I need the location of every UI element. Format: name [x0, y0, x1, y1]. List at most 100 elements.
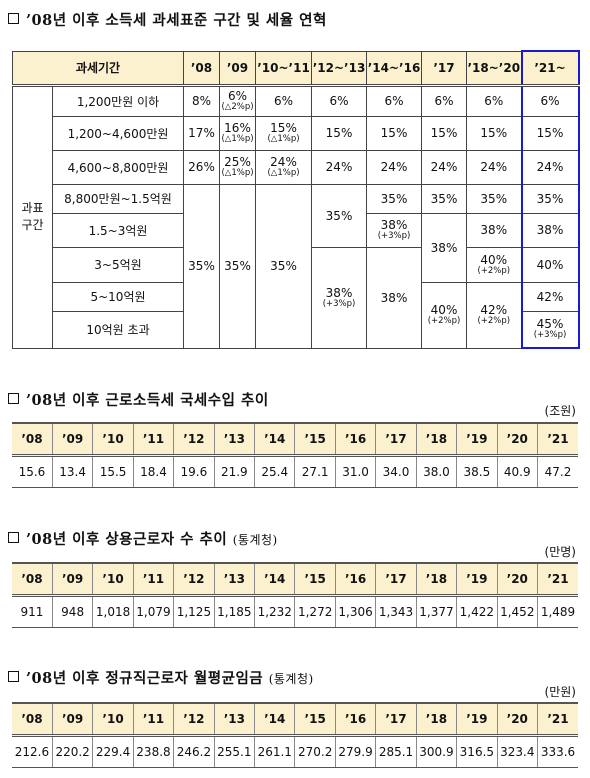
value-cell: 261.1 [254, 734, 296, 768]
value-cell: 220.2 [51, 734, 94, 768]
rate-cell: 35% [311, 183, 368, 248]
value-cell: 1,377 [415, 594, 458, 628]
year-header: ’19 [456, 562, 498, 596]
year-header: ’08 [12, 422, 53, 456]
value-cell: 34.0 [375, 454, 417, 488]
value-cell: 285.1 [375, 734, 417, 768]
year-header: ’10 [92, 562, 134, 596]
value-cell: 948 [51, 594, 94, 628]
header-year: ’09 [219, 50, 257, 86]
year-header: ’21 [536, 562, 578, 596]
rate-cell: 6% [311, 83, 368, 117]
value-cell: 229.4 [92, 734, 134, 768]
rate-cell: 15% [366, 115, 423, 151]
square-bullet-icon [8, 13, 19, 24]
year-header: ’18 [415, 422, 458, 456]
year-header: ’14 [254, 422, 296, 456]
year-header: ’12 [173, 422, 215, 456]
rate-cell: 26% [183, 149, 221, 185]
value-cell: 19.6 [173, 454, 215, 488]
value-cell: 1,272 [294, 594, 336, 628]
section3-title: ’08년 이후 상용근로자 수 추이 (통계청) [8, 528, 278, 549]
value-cell: 911 [12, 594, 53, 628]
year-header: ’21 [536, 702, 578, 736]
value-cell: 279.9 [334, 734, 377, 768]
rate-cell: 15% [466, 115, 523, 151]
rate-cell: 16% (△1%p) [219, 115, 257, 151]
header-year: ’14~’16 [366, 50, 423, 86]
value-cell: 40.9 [496, 454, 538, 488]
rate-cell: 6% [255, 83, 313, 117]
year-header: ’19 [456, 422, 498, 456]
monthly-wage-table: ’08’09’10’11’12’13’14’15’16’17’18’19’20’… [12, 702, 578, 768]
rate-cell: 15% [311, 115, 368, 151]
rate-cell: 8% [183, 83, 221, 117]
header-year: ’18~’20 [466, 50, 523, 86]
regular-workers-table: ’08’09’10’11’12’13’14’15’16’17’18’19’20’… [12, 562, 578, 628]
year-header: ’13 [213, 422, 256, 456]
value-cell: 25.4 [254, 454, 296, 488]
value-cell: 1,125 [173, 594, 215, 628]
rate-cell: 42% [520, 281, 580, 312]
rate-cell: 6% [421, 83, 468, 117]
unit-label: (조원) [544, 404, 576, 418]
value-cell: 316.5 [456, 734, 498, 768]
year-header: ’20 [496, 422, 538, 456]
rate-cell: 35% [255, 183, 313, 349]
unit-label: (만명) [544, 545, 576, 559]
value-cell: 15.6 [12, 454, 53, 488]
rate-cell: 24% [366, 149, 423, 185]
bracket-label: 10억원 초과 [51, 310, 185, 349]
rate-cell: 17% [183, 115, 221, 151]
value-cell: 1,018 [92, 594, 134, 628]
rate-cell: 15% (△1%p) [255, 115, 313, 151]
value-cell: 13.4 [51, 454, 94, 488]
value-cell: 333.6 [536, 734, 578, 768]
year-header: ’09 [51, 562, 94, 596]
rate-cell: 24% [311, 149, 368, 185]
bracket-label: 8,800만원~1.5억원 [51, 183, 185, 214]
header-year: ’17 [421, 50, 468, 86]
year-header: ’14 [254, 562, 296, 596]
square-bullet-icon [8, 671, 19, 682]
rate-cell: 45% (+3%p) [520, 310, 580, 349]
rate-cell: 38% (+3%p) [366, 212, 423, 248]
rate-cell: 24% (△1%p) [255, 149, 313, 185]
header-year: ’12~’13 [311, 50, 368, 86]
rate-cell: 35% [219, 183, 257, 349]
value-cell: 1,185 [213, 594, 256, 628]
header-year-current: ’21~ [520, 50, 580, 86]
rate-cell: 6% [466, 83, 523, 117]
year-header: ’20 [496, 702, 538, 736]
year-header: ’11 [132, 702, 175, 736]
rate-cell: 6% [520, 83, 580, 117]
value-cell: 1,306 [334, 594, 377, 628]
bracket-label: 5~10억원 [51, 281, 185, 312]
value-cell: 47.2 [536, 454, 578, 488]
year-header: ’13 [213, 562, 256, 596]
year-header: ’21 [536, 422, 578, 456]
year-header: ’09 [51, 422, 94, 456]
rate-cell: 38% [421, 212, 468, 283]
value-cell: 1,489 [536, 594, 578, 628]
value-cell: 27.1 [294, 454, 336, 488]
rate-cell: 24% [466, 149, 523, 185]
year-header: ’13 [213, 702, 256, 736]
value-cell: 270.2 [294, 734, 336, 768]
rate-cell: 24% [520, 149, 580, 185]
rate-cell: 38% [520, 212, 580, 248]
year-header: ’16 [334, 702, 377, 736]
year-header: ’08 [12, 562, 53, 596]
rate-cell: 38% [466, 212, 523, 248]
value-cell: 1,079 [132, 594, 175, 628]
year-header: ’17 [375, 422, 417, 456]
rate-cell: 40% (+2%p) [421, 281, 468, 349]
tax-rate-table: 과세기간 ’08 ’09 ’10~’11 ’12~’13 ’14~’16 ’17… [11, 50, 580, 349]
header-period: 과세기간 [11, 50, 185, 86]
year-header: ’08 [12, 702, 53, 736]
rate-cell: 25% (△1%p) [219, 149, 257, 185]
header-year: ’08 [183, 50, 221, 86]
year-header: ’17 [375, 562, 417, 596]
value-cell: 38.5 [456, 454, 498, 488]
value-cell: 1,452 [496, 594, 538, 628]
